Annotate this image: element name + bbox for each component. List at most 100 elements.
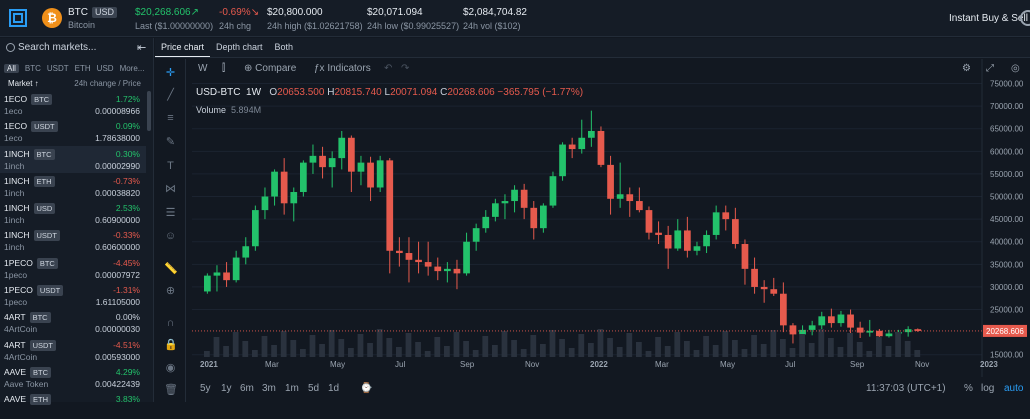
ruler-icon[interactable]: 📏 xyxy=(164,263,178,275)
range-5y[interactable]: 5y xyxy=(200,383,211,394)
tab-price-chart[interactable]: Price chart xyxy=(155,38,211,57)
market-row[interactable]: 1INCH ETH 1inch -0.73% 0.00038820 xyxy=(0,173,146,200)
y-tick-label: 55000.00 xyxy=(990,170,1024,179)
candle-body xyxy=(213,272,221,276)
market-row[interactable]: 1ECO BTC 1eco 1.72% 0.00008966 xyxy=(0,91,146,118)
emoji-icon[interactable]: ☺ xyxy=(164,230,177,242)
market-row[interactable]: 1INCH BTC 1inch 0.30% 0.00002990 xyxy=(0,145,146,173)
volume-bar xyxy=(463,341,469,357)
range-1m[interactable]: 1m xyxy=(285,383,299,394)
market-row[interactable]: 1INCH USD 1inch 2.53% 0.60900000 xyxy=(0,200,146,227)
filter-usd[interactable]: USD xyxy=(96,63,114,73)
candle-body xyxy=(424,262,432,267)
volume-bar xyxy=(338,339,345,357)
range-3m[interactable]: 3m xyxy=(262,383,276,394)
trend-line-icon[interactable]: ╱ xyxy=(167,89,174,101)
market-search[interactable]: Search markets... ⇤ xyxy=(0,40,153,58)
instant-buy-sell-link[interactable]: Instant Buy & Sell xyxy=(949,13,1028,24)
market-row[interactable]: 1PECO USDT 1peco -1.31% 1.61105000 xyxy=(0,282,146,309)
bittrex-logo-icon[interactable] xyxy=(8,8,28,28)
candle-body xyxy=(568,144,576,150)
price-chart-area[interactable]: 75000.00 70000.00 65000.00 60000.00 55000.00… xyxy=(186,59,1030,402)
market-row[interactable]: 4ART USDT 4ArtCoin -4.51% 0.00593000 xyxy=(0,337,146,364)
auto-toggle[interactable]: auto xyxy=(1004,383,1024,394)
filter-more[interactable]: More... xyxy=(119,63,145,73)
range-1d[interactable]: 1d xyxy=(328,383,340,394)
filter-all[interactable]: All xyxy=(4,63,19,73)
volume-bar xyxy=(300,349,306,357)
market-row[interactable]: 1PECO BTC 1peco -4.45% 0.00007972 xyxy=(0,255,146,282)
volume-bar xyxy=(540,344,546,357)
tab-depth-chart[interactable]: Depth chart xyxy=(216,42,263,52)
user-icon[interactable] xyxy=(1020,10,1030,26)
tab-both[interactable]: Both xyxy=(274,42,294,52)
text-icon[interactable]: T xyxy=(167,160,174,172)
brush-icon[interactable]: ✎ xyxy=(165,136,176,148)
market-sort-header[interactable]: Market ↑ xyxy=(8,79,39,88)
volume-bar xyxy=(607,338,613,357)
goto-date-icon[interactable]: ⌚ xyxy=(360,383,373,394)
log-toggle[interactable]: log xyxy=(981,383,995,394)
magnet-icon[interactable]: ∩ xyxy=(166,317,175,329)
indicators-button[interactable]: ƒx Indicators xyxy=(314,63,371,74)
lock-icon[interactable]: 🔒 xyxy=(164,339,178,351)
change-price-header[interactable]: 24h change / Price xyxy=(74,79,141,88)
scrollbar[interactable] xyxy=(147,91,151,131)
trash-icon[interactable]: 🗑 xyxy=(164,384,178,396)
interval-button[interactable]: W xyxy=(198,63,208,74)
market-row[interactable]: AAVE BTC Aave Token 4.29% 0.00422439 xyxy=(0,364,146,391)
prediction-icon[interactable]: ☰ xyxy=(165,207,176,219)
compare-button[interactable]: ⊕ Compare xyxy=(244,63,297,74)
eye-icon[interactable]: ◉ xyxy=(165,362,176,374)
range-5d[interactable]: 5d xyxy=(308,383,320,394)
volume-bar xyxy=(847,333,853,357)
candle-body xyxy=(693,246,701,251)
fullscreen-icon[interactable]: ⤢ xyxy=(986,63,994,74)
search-input[interactable]: Search markets... xyxy=(18,42,97,53)
market-row[interactable]: AAVE ETH 3.83% xyxy=(0,391,146,418)
candle-type-icon[interactable]: ⫿ xyxy=(222,63,226,74)
market-symbol[interactable]: BTC USD xyxy=(68,7,118,18)
crosshair-icon[interactable]: ✛ xyxy=(165,67,176,79)
range-1y[interactable]: 1y xyxy=(221,383,232,394)
volume-bar xyxy=(818,329,825,357)
percent-toggle[interactable]: % xyxy=(964,383,973,394)
volume-bar xyxy=(376,329,383,357)
candle-body xyxy=(636,201,643,211)
redo-icon[interactable]: ↷ xyxy=(401,63,410,74)
candle-body xyxy=(645,210,653,233)
volume-bar xyxy=(232,332,239,357)
market-row[interactable]: 1INCH USDT 1inch -0.33% 0.60600000 xyxy=(0,227,146,254)
clock-time[interactable]: 11:37:03 (UTC+1) xyxy=(866,383,946,394)
settings-gear-icon[interactable]: ⚙ xyxy=(962,63,971,74)
candlestick-chart[interactable]: 75000.00 70000.00 65000.00 60000.00 55000.00… xyxy=(186,59,1030,402)
market-row[interactable]: 4ART BTC 4ArtCoin 0.00% 0.00000030 xyxy=(0,309,146,336)
high-stat: $20,800.000 24h high ($1.02621758) xyxy=(267,7,363,31)
collapse-left-icon[interactable]: ⇤ xyxy=(137,42,147,54)
quote-badge: BTC xyxy=(30,366,52,378)
snapshot-icon[interactable]: ◎ xyxy=(1011,63,1020,74)
volume-bar xyxy=(712,345,719,357)
pattern-icon[interactable]: ⋈ xyxy=(165,183,176,195)
volume-bar xyxy=(290,340,297,357)
filter-btc[interactable]: BTC xyxy=(24,63,41,73)
volume-bar xyxy=(751,335,757,357)
candle-body xyxy=(338,137,346,159)
candle-body xyxy=(664,234,672,249)
candle-body xyxy=(376,160,384,188)
candle-body xyxy=(501,201,509,204)
undo-icon[interactable]: ↶ xyxy=(384,63,393,74)
market-row[interactable]: 1ECO USDT 1eco 0.09% 1.78638000 xyxy=(0,118,146,145)
candle-body xyxy=(223,272,230,281)
zoom-in-icon[interactable]: ⊕ xyxy=(165,285,176,297)
range-6m[interactable]: 6m xyxy=(240,383,254,394)
fib-retracement-icon[interactable]: ≡ xyxy=(167,112,174,124)
x-tick-label: 2021 xyxy=(200,360,218,369)
market-price: 0.60600000 xyxy=(95,242,140,253)
filter-usdt[interactable]: USDT xyxy=(46,63,69,73)
filter-eth[interactable]: ETH xyxy=(74,63,91,73)
y-tick-label: 40000.00 xyxy=(990,238,1024,247)
x-tick-label: Sep xyxy=(460,360,475,369)
market-symbol: 1INCH USDT xyxy=(4,230,60,242)
y-tick-label: 35000.00 xyxy=(990,260,1024,269)
